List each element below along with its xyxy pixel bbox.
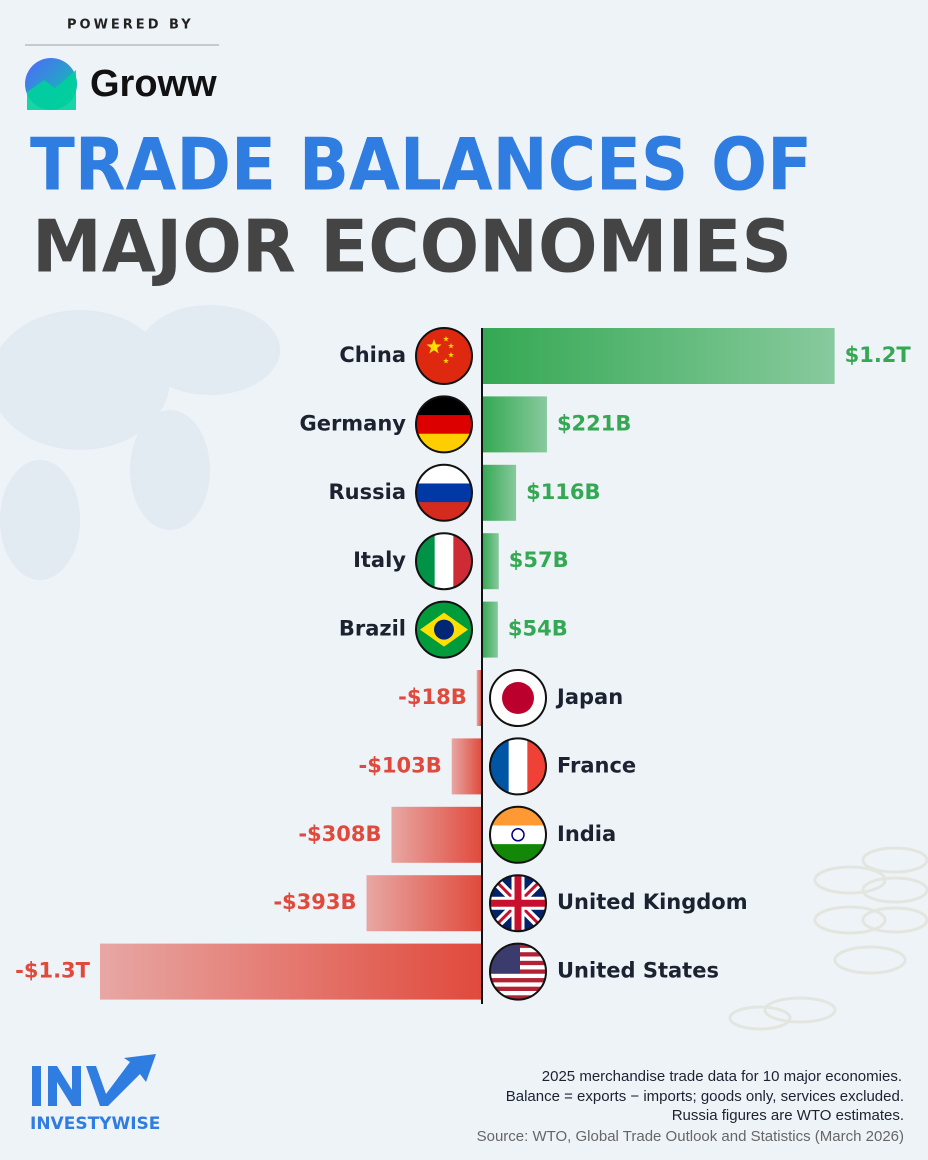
category-label: United States [557, 959, 719, 983]
flag-part [448, 343, 454, 349]
value-label: $1.2T [845, 343, 912, 367]
investywise-logo [32, 1054, 156, 1106]
title-line: MAJOR ECONOMIES [32, 205, 792, 289]
flag-border [489, 874, 547, 933]
source: Source: WTO, Global Trade Outlook and St… [477, 1128, 904, 1145]
flag-part [490, 995, 546, 1000]
value-label: -$308B [298, 822, 381, 846]
flag-part [502, 682, 534, 714]
flag-border [415, 600, 473, 659]
flag-part [448, 352, 454, 358]
map-decoration [0, 305, 280, 580]
category-label: Germany [299, 411, 406, 435]
flag-part [434, 619, 454, 640]
flag-part [490, 990, 546, 996]
note: Balance = exports − imports; goods only,… [506, 1088, 904, 1105]
flag-part [416, 328, 472, 384]
flag [416, 601, 472, 658]
bar [100, 943, 482, 1000]
bar [451, 738, 482, 795]
flag-part [490, 875, 546, 932]
flag-part [416, 415, 472, 435]
flag-part [443, 358, 449, 364]
flag-part [443, 336, 449, 342]
flag-border [415, 463, 473, 522]
category-label: Russia [329, 480, 407, 504]
powered-by: POWERED BY [67, 18, 194, 33]
flag-part [434, 533, 454, 590]
flag-border [415, 532, 473, 591]
value-label: -$18B [398, 685, 467, 709]
bar [391, 806, 482, 863]
flag-part [508, 738, 528, 795]
bar [482, 464, 517, 521]
value-label: $54B [508, 617, 568, 641]
value-label: -$393B [273, 890, 356, 914]
flag-border [489, 942, 547, 1001]
flag [416, 328, 472, 384]
note: 2025 merchandise trade data for 10 major… [542, 1068, 902, 1085]
bar [482, 396, 547, 453]
title-line: TRADE BALANCES OF [30, 123, 812, 207]
flag-part [416, 483, 472, 503]
flag-part [490, 986, 546, 992]
flag-part [511, 828, 525, 842]
value-label: $57B [509, 548, 569, 572]
value-label: $221B [557, 411, 631, 435]
category-label: France [557, 753, 636, 777]
flag [490, 670, 546, 726]
plot: $1.2T China $221B Germany $116B Russia $57B Ita… [15, 327, 912, 1004]
coins-decoration [728, 846, 928, 1031]
flag [490, 875, 546, 932]
flag-border [489, 805, 547, 864]
groww-logo-wave [27, 70, 76, 110]
footer-brand: INVESTYWISE [30, 1114, 160, 1134]
bar [482, 601, 498, 658]
flag-part [490, 982, 546, 987]
category-label: Italy [353, 548, 406, 572]
flag-part [426, 339, 442, 354]
flag-border [415, 395, 473, 454]
bar [482, 328, 835, 384]
category-label: Brazil [339, 617, 406, 641]
category-label: China [339, 343, 406, 367]
flag [490, 943, 546, 1000]
flag-part [490, 978, 546, 983]
brand: Groww [90, 63, 217, 105]
flag-border [415, 327, 473, 385]
bar [366, 875, 482, 932]
value-label: -$1.3T [15, 959, 91, 983]
category-label: Japan [555, 685, 623, 709]
note: Russia figures are WTO estimates. [672, 1107, 904, 1124]
bar [482, 533, 499, 590]
flag-border [489, 669, 547, 727]
category-label: India [557, 822, 616, 846]
flag-part [490, 973, 546, 979]
flag-border [489, 737, 547, 796]
category-label: United Kingdom [557, 890, 748, 914]
value-label: -$103B [359, 753, 442, 777]
flag-part [490, 825, 546, 845]
value-label: $116B [526, 480, 600, 504]
bar [476, 670, 482, 726]
